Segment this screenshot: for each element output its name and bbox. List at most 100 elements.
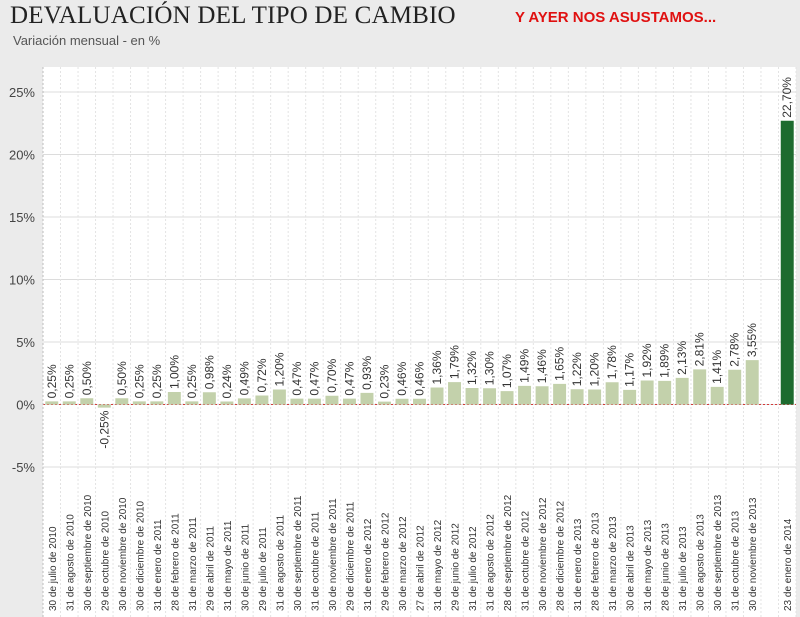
x-tick-label: 30 de septiembre de 2010	[83, 494, 94, 611]
bar	[290, 398, 304, 405]
x-tick-label: 29 de diciembre de 2011	[345, 501, 356, 611]
bar	[465, 388, 479, 405]
x-tick-label: 29 de junio de 2012	[451, 523, 462, 611]
bar	[45, 401, 59, 405]
x-tick-label: 31 de enero de 2012	[363, 518, 374, 611]
data-label: 0,46%	[395, 361, 409, 395]
data-label: 2,78%	[728, 332, 742, 366]
x-tick-label: 31 de mayo de 2012	[433, 519, 444, 611]
bar	[588, 389, 602, 405]
data-label: 0,23%	[377, 364, 391, 398]
header: DEVALUACIÓN DEL TIPO DE CAMBIO Y AYER NO…	[0, 0, 800, 62]
bar	[220, 401, 234, 405]
bar	[272, 389, 286, 405]
data-label: 0,46%	[413, 361, 427, 395]
bar	[377, 401, 391, 405]
x-tick-label: 31 de octubre de 2012	[521, 510, 532, 611]
bar	[675, 377, 689, 405]
data-labels: 0,25% 0,25% 0,50%-0,25%0,50% 0,25% 0,25% 1,00…	[45, 77, 794, 449]
bar	[150, 401, 164, 405]
data-label: 1,89%	[658, 344, 672, 378]
bar	[202, 392, 216, 405]
x-tick-label: 28 de febrero de 2011	[170, 513, 181, 611]
bar	[80, 398, 94, 405]
x-tick-label: 28 de septiembre de 2012	[503, 494, 514, 611]
x-tick-label: 30 de abril de 2013	[626, 525, 637, 611]
data-label: 1,49%	[518, 349, 532, 383]
data-label: 0,50%	[115, 361, 129, 395]
y-tick-label: 15%	[9, 210, 35, 225]
data-label: 0,72%	[255, 358, 269, 392]
y-tick-label: -5%	[12, 460, 36, 475]
y-tick-label: 10%	[9, 273, 35, 288]
bar	[360, 392, 374, 405]
plot-background	[43, 67, 796, 467]
x-tick-label: 30 de noviembre de 2013	[748, 497, 759, 611]
x-tick-label: 27 de abril de 2012	[416, 525, 427, 611]
x-tick-label: 30 de agosto de 2013	[696, 514, 707, 611]
x-tick-label: 28 de diciembre de 2012	[556, 500, 567, 611]
bar	[325, 395, 339, 405]
data-label: 0,24%	[220, 364, 234, 398]
category-axis-background	[43, 467, 796, 617]
bar	[115, 398, 129, 405]
bar	[535, 386, 549, 405]
data-label: 22,70%	[780, 77, 794, 118]
bar	[780, 120, 794, 405]
bar	[605, 382, 619, 405]
data-label: 1,00%	[167, 355, 181, 389]
x-tick-label: 29 de abril de 2011	[205, 526, 216, 611]
x-tick-label: 28 de junio de 2013	[661, 523, 672, 611]
chart-subtitle: Variación mensual - en %	[13, 33, 161, 48]
x-tick-label: 31 de julio de 2012	[468, 526, 479, 611]
y-axis: -5% 0% 5% 10% 15% 20% 25%	[9, 67, 44, 617]
x-tick-label: 31 de agosto de 2012	[486, 514, 497, 611]
data-label: 1,20%	[588, 352, 602, 386]
x-tick-label: 31 de julio de 2013	[678, 526, 689, 611]
bar	[570, 389, 584, 405]
x-tick-label: 30 de noviembre de 2010	[118, 497, 129, 611]
x-tick-label: 30 de noviembre de 2011	[328, 498, 339, 611]
bar	[307, 398, 321, 405]
bars	[45, 120, 794, 408]
y-tick-label: 5%	[16, 335, 35, 350]
data-label: 1,79%	[448, 345, 462, 379]
x-tick-label: 31 de octubre de 2013	[731, 510, 742, 611]
data-label: 1,30%	[483, 351, 497, 385]
x-tick-label: 28 de febrero de 2013	[591, 512, 602, 611]
page-title: DEVALUACIÓN DEL TIPO DE CAMBIO	[10, 2, 456, 29]
bar	[623, 389, 637, 405]
bar	[448, 382, 462, 405]
bar	[745, 360, 759, 405]
bar	[728, 369, 742, 405]
data-label: 0,49%	[237, 361, 251, 395]
bar-chart: 0,25% 0,25% 0,50%-0,25%0,50% 0,25% 0,25% 1,00…	[0, 62, 800, 617]
bar	[553, 383, 567, 405]
data-label: 0,25%	[132, 364, 146, 398]
bar	[185, 401, 199, 405]
data-label: 0,25%	[45, 364, 59, 398]
data-label: 0,25%	[62, 364, 76, 398]
data-label: 1,17%	[623, 353, 637, 387]
data-label: 1,78%	[605, 345, 619, 379]
x-tick-label: 31 de enero de 2011	[153, 519, 164, 611]
x-axis: 30 de julio de 2010 31 de agosto de 2010 3…	[48, 494, 794, 611]
y-tick-label: 0%	[16, 398, 35, 413]
x-tick-label: 31 de mayo de 2013	[643, 519, 654, 611]
x-tick-label: 23 de enero de 2014	[783, 518, 794, 611]
bar	[132, 401, 146, 405]
data-label: 1,41%	[710, 350, 724, 384]
data-label: 1,22%	[570, 352, 584, 386]
bar	[237, 398, 251, 405]
data-label: 0,47%	[290, 361, 304, 395]
x-tick-label: 30 de diciembre de 2010	[135, 500, 146, 611]
x-tick-label: 31 de marzo de 2011	[188, 517, 199, 611]
x-tick-label: 30 de noviembre de 2012	[538, 497, 549, 611]
x-tick-label: 30 de julio de 2010	[48, 526, 59, 611]
x-tick-label: 29 de julio de 2011	[258, 527, 269, 611]
bar	[500, 391, 514, 405]
x-tick-label: 30 de junio de 2011	[240, 523, 251, 611]
x-tick-label: 31 de agosto de 2011	[275, 515, 286, 611]
bar	[640, 380, 654, 405]
data-label: 1,32%	[465, 351, 479, 385]
